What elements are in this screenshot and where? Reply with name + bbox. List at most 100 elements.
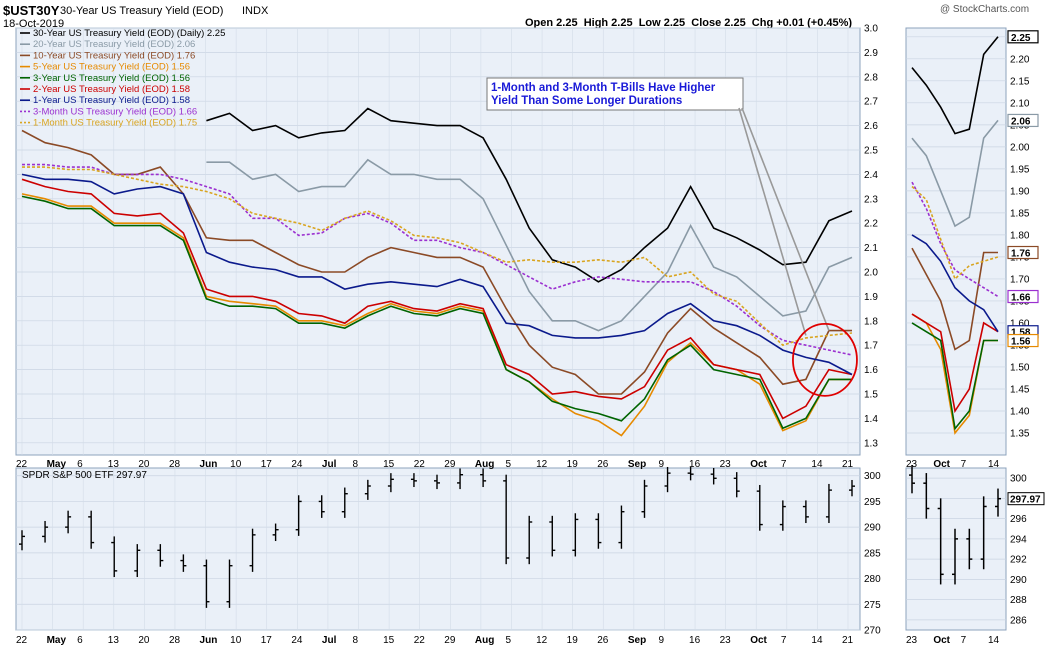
x-tick-label: 29 — [444, 635, 456, 646]
x-tick-label: 19 — [567, 459, 579, 470]
inset-spy-panel — [905, 467, 1007, 631]
chart-symbol: $UST30Y — [3, 3, 60, 18]
value-label: 1.58 — [1011, 328, 1031, 339]
inset-series-line-6 — [911, 234, 999, 333]
x-tick-label: 20 — [138, 459, 150, 470]
x-tick-label: 6 — [77, 635, 83, 646]
x-tick-label: 12 — [536, 635, 548, 646]
y-tick-label: 1.9 — [864, 292, 878, 303]
x-tick-label: 22 — [16, 459, 28, 470]
annotation-arrow — [741, 107, 830, 331]
inset-y-tick-label: 2.10 — [1010, 98, 1030, 109]
spy-y-tick-label: 295 — [864, 497, 881, 508]
y-tick-label: 2.2 — [864, 219, 878, 230]
spy-last-box — [1007, 492, 1045, 506]
inset-x-tick-label: 7 — [961, 459, 967, 470]
inset-x-tick-label: 14 — [988, 635, 1000, 646]
value-label: 1.66 — [1011, 293, 1031, 304]
x-tick-label: 7 — [781, 459, 787, 470]
x-tick-label: May — [47, 459, 67, 470]
x-tick-label: 14 — [811, 635, 823, 646]
inset-y-tick-label: 1.70 — [1010, 274, 1030, 285]
value-label-box — [1007, 245, 1039, 260]
x-tick-label: Aug — [475, 635, 494, 646]
inset-x-tick-label: Oct — [933, 459, 950, 470]
chart-exchange: INDX — [242, 5, 269, 17]
x-tick-label: 8 — [353, 635, 359, 646]
series-line-0 — [206, 107, 853, 283]
inset-spy-tick-label: 294 — [1010, 534, 1027, 545]
x-tick-label: 14 — [811, 459, 823, 470]
inset-y-tick-label: 2.15 — [1010, 76, 1030, 87]
inset-spy-tick-label: 296 — [1010, 514, 1027, 525]
inset-series-line-0 — [911, 36, 999, 135]
inset-y-tick-label: 2.20 — [1010, 54, 1030, 65]
x-tick-label: 23 — [720, 459, 732, 470]
series-line-2 — [21, 129, 852, 395]
inset-x-tick-label: 23 — [906, 635, 918, 646]
inset-x-tick-label: 23 — [906, 459, 918, 470]
inset-series-line-7 — [911, 181, 999, 298]
series-line-4 — [21, 195, 852, 430]
inset-series-line-1 — [911, 119, 999, 228]
x-tick-label: 15 — [383, 459, 395, 470]
inset-series-line-2 — [911, 247, 998, 351]
x-tick-label: 23 — [720, 635, 732, 646]
inset-x-tick-label: 14 — [988, 459, 1000, 470]
y-tick-label: 2.3 — [864, 194, 878, 205]
x-tick-label: 17 — [261, 635, 273, 646]
x-tick-label: 20 — [138, 635, 150, 646]
y-tick-label: 2.9 — [864, 48, 878, 59]
x-tick-label: Jul — [322, 459, 337, 470]
value-label-box — [1007, 333, 1039, 348]
series-line-1 — [206, 158, 853, 332]
x-tick-label: 24 — [291, 459, 303, 470]
inset-y-tick-label: 1.45 — [1010, 384, 1030, 395]
inset-y-tick-label: 1.95 — [1010, 164, 1030, 175]
spy-y-tick-label: 275 — [864, 600, 881, 611]
inset-y-tick-label: 1.35 — [1010, 428, 1030, 439]
x-tick-label: 5 — [505, 459, 511, 470]
x-tick-label: 21 — [842, 459, 854, 470]
annotation-text: Yield Than Some Longer Durations — [491, 95, 682, 107]
spy-y-tick-label: 300 — [864, 471, 881, 482]
value-label-box — [1007, 289, 1039, 304]
inset-spy-tick-label: 288 — [1010, 595, 1027, 606]
y-tick-label: 2.4 — [864, 170, 878, 181]
spy-panel — [15, 467, 861, 631]
x-tick-label: 26 — [597, 635, 609, 646]
value-label: 1.56 — [1011, 337, 1031, 348]
spy-y-tick-label: 270 — [864, 626, 881, 637]
x-tick-label: 24 — [291, 635, 303, 646]
inset-x-tick-label: Oct — [933, 635, 950, 646]
spy-y-tick-label: 290 — [864, 523, 881, 534]
legend-item: 30-Year US Treasury Yield (EOD) (Daily) … — [33, 28, 225, 39]
inset-y-tick-label: 1.60 — [1010, 318, 1030, 329]
inset-y-tick-label: 1.50 — [1010, 362, 1030, 373]
legend-item: 1-Month US Treasury Yield (EOD) 1.75 — [33, 118, 197, 129]
inset-spy-tick-label: 292 — [1010, 555, 1027, 566]
inset-spy-tick-label: 286 — [1010, 615, 1027, 626]
chart-date: 18-Oct-2019 — [3, 18, 65, 30]
y-tick-label: 1.8 — [864, 316, 878, 327]
inset-y-tick-label: 2.00 — [1010, 142, 1030, 153]
x-tick-label: 10 — [230, 635, 242, 646]
x-tick-label: 5 — [505, 635, 511, 646]
legend-item: 1-Year US Treasury Yield (EOD) 1.58 — [33, 95, 190, 106]
y-tick-label: 1.5 — [864, 390, 878, 401]
inset-y-tick-label: 1.40 — [1010, 406, 1030, 417]
x-tick-label: 26 — [597, 459, 609, 470]
legend-item: 20-Year US Treasury Yield (EOD) 2.06 — [33, 39, 195, 50]
y-tick-label: 2.8 — [864, 72, 878, 83]
x-tick-label: 28 — [169, 459, 181, 470]
ohlc-quote: Open 2.25 High 2.25 Low 2.25 Close 2.25 … — [525, 17, 853, 29]
x-tick-label: 13 — [108, 459, 120, 470]
value-label: 2.25 — [1011, 33, 1031, 44]
x-tick-label: Jun — [200, 459, 218, 470]
value-label: 2.06 — [1011, 116, 1031, 127]
y-tick-label: 1.6 — [864, 365, 878, 376]
x-tick-label: Oct — [750, 635, 767, 646]
inset-series-line-4 — [911, 322, 998, 431]
series-line-6 — [21, 173, 853, 376]
inset-series-line-5 — [911, 313, 999, 414]
